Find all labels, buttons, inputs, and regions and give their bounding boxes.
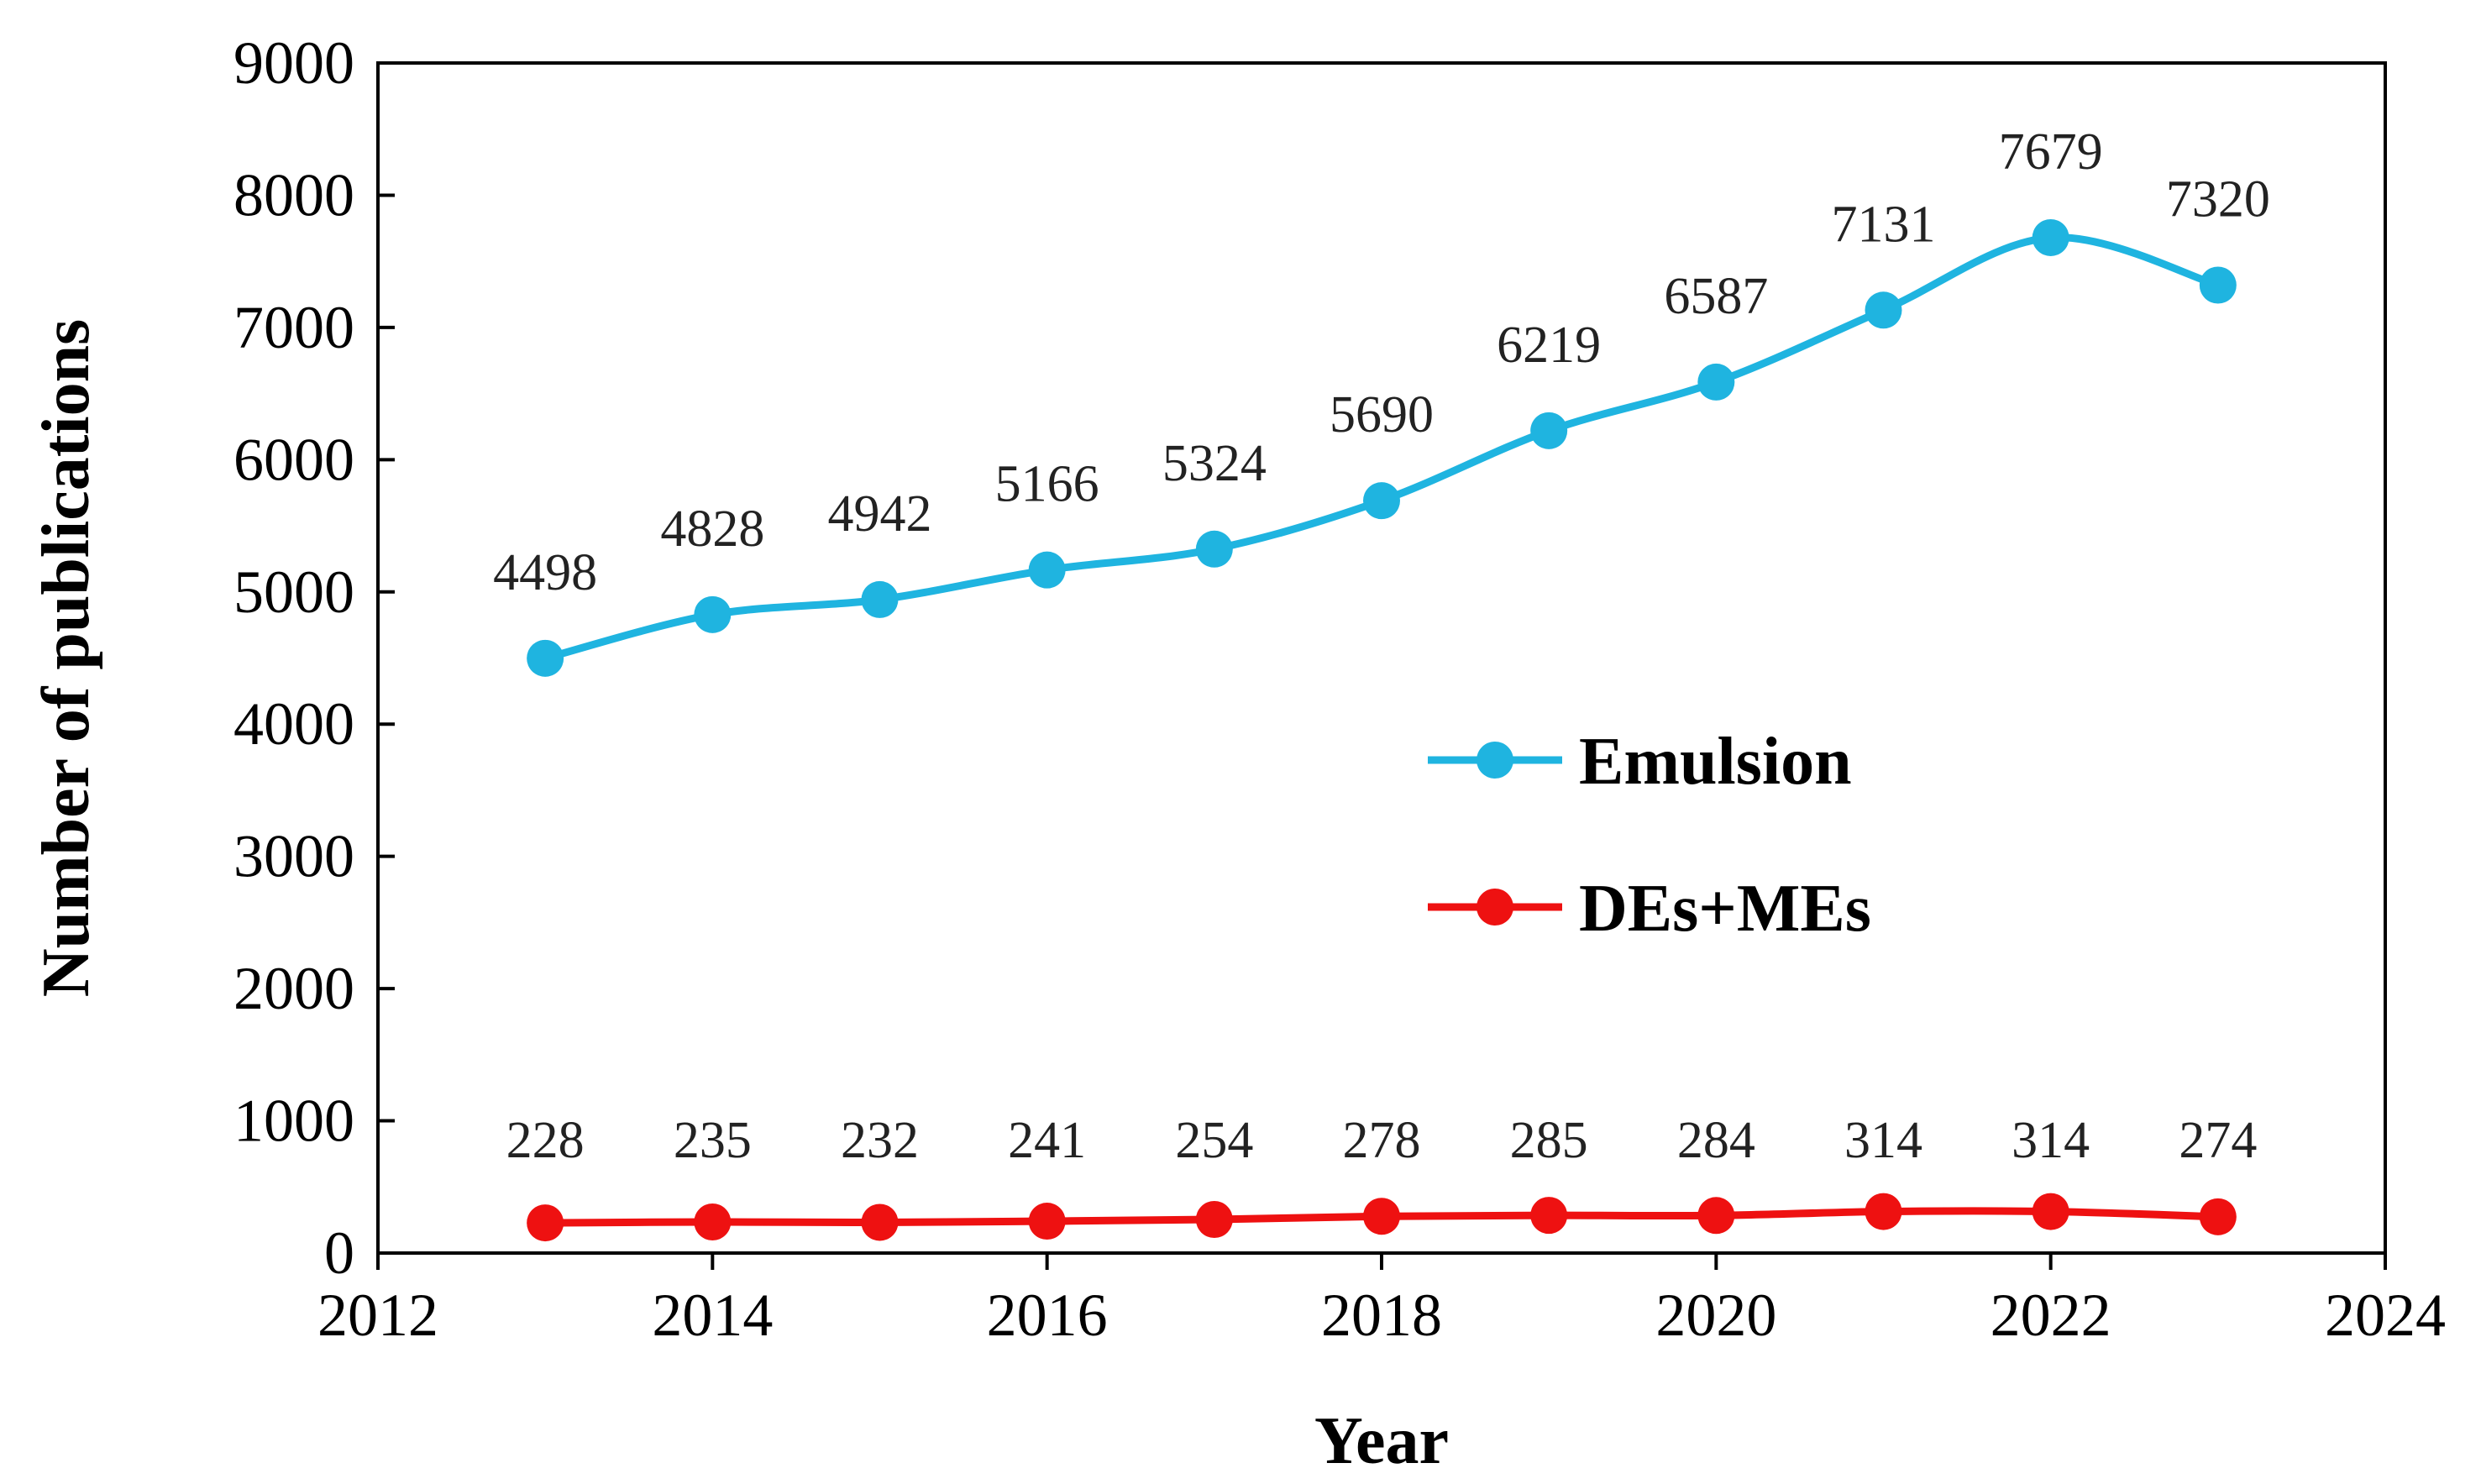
- data-label-emulsion: 4498: [493, 544, 597, 601]
- data-label-des-mes: 235: [674, 1112, 752, 1169]
- axes: 0 1000 2000 3000 4000 5000 6000 7000 8000 9000 201…: [233, 29, 2446, 1349]
- x-tick-label: 2024: [2325, 1282, 2446, 1349]
- y-tick-label: 7000: [233, 294, 354, 361]
- data-point-des-mes: [2199, 1198, 2237, 1235]
- data-label-des-mes: 285: [1510, 1112, 1588, 1169]
- data-label-des-mes: 241: [1008, 1112, 1086, 1169]
- data-labels: 4498 4828 4942 5166 5324 5690 6219 6587 7131 7679…: [493, 123, 2270, 1169]
- data-label-emulsion: 4828: [660, 501, 764, 558]
- data-point-des-mes: [694, 1203, 732, 1241]
- y-tick-label: 6000: [233, 426, 354, 493]
- data-label-emulsion: 7131: [1832, 196, 1936, 253]
- data-label-des-mes: 284: [1677, 1112, 1755, 1169]
- y-tick-label: 2000: [233, 955, 354, 1022]
- y-tick-label: 3000: [233, 823, 354, 890]
- y-tick-label: 5000: [233, 558, 354, 626]
- data-point-emulsion: [1697, 363, 1735, 401]
- data-point-emulsion: [527, 639, 564, 677]
- x-tick-label: 2020: [1655, 1282, 1776, 1349]
- data-label-emulsion: 4942: [828, 485, 932, 543]
- data-point-emulsion: [2199, 266, 2237, 304]
- data-point-des-mes: [1195, 1201, 1233, 1239]
- series-line-emulsion: [544, 233, 2220, 663]
- data-label-emulsion: 6219: [1497, 317, 1601, 374]
- data-label-des-mes: 278: [1343, 1112, 1421, 1169]
- data-point-des-mes: [527, 1204, 564, 1242]
- y-tick-label: 8000: [233, 161, 354, 228]
- x-tick-label: 2016: [987, 1282, 1108, 1349]
- data-label-emulsion: 5690: [1330, 386, 1434, 443]
- x-tick-label: 2012: [317, 1282, 438, 1349]
- data-point-des-mes: [1697, 1197, 1735, 1235]
- data-label-emulsion: 7320: [2166, 171, 2270, 228]
- data-point-emulsion: [694, 595, 732, 633]
- data-label-des-mes: 274: [2179, 1112, 2257, 1169]
- data-label-emulsion: 6587: [1664, 268, 1768, 325]
- data-label-des-mes: 228: [506, 1112, 585, 1169]
- data-point-emulsion: [1195, 530, 1233, 568]
- legend-marker-des-mes: [1477, 889, 1513, 926]
- data-point-des-mes: [1530, 1197, 1568, 1235]
- x-tick-label: 2018: [1321, 1282, 1442, 1349]
- data-label-des-mes: 314: [1844, 1112, 1922, 1169]
- data-label-emulsion: 5324: [1162, 435, 1267, 492]
- data-point-emulsion: [1028, 551, 1066, 589]
- data-point-des-mes: [2032, 1193, 2069, 1230]
- series-lines: [527, 218, 2237, 1242]
- data-label-emulsion: 7679: [1999, 123, 2103, 181]
- legend-marker-emulsion: [1477, 742, 1513, 779]
- legend-label-emulsion: Emulsion: [1579, 725, 1852, 799]
- data-point-des-mes: [861, 1203, 899, 1241]
- data-point-emulsion: [861, 580, 899, 618]
- x-tick-label: 2014: [652, 1282, 773, 1349]
- data-label-emulsion: 5166: [995, 456, 1099, 513]
- data-point-emulsion: [1530, 412, 1568, 449]
- x-tick-label: 2022: [1991, 1282, 2111, 1349]
- data-point-emulsion: [1865, 291, 1902, 329]
- data-point-emulsion: [1363, 482, 1400, 520]
- data-point-emulsion: [2032, 218, 2069, 256]
- y-tick-label: 0: [324, 1219, 354, 1287]
- data-label-des-mes: 254: [1175, 1112, 1253, 1169]
- data-label-des-mes: 314: [2012, 1112, 2090, 1169]
- x-axis-title: Year: [1314, 1404, 1449, 1478]
- y-tick-label: 1000: [233, 1088, 354, 1155]
- y-tick-label: 4000: [233, 690, 354, 758]
- y-tick-label: 9000: [233, 29, 354, 97]
- data-point-des-mes: [1028, 1203, 1066, 1240]
- legend: Emulsion DEs+MEs: [1428, 725, 1871, 946]
- y-axis-title: Number of publications: [29, 319, 103, 998]
- data-label-des-mes: 232: [841, 1112, 919, 1169]
- data-point-des-mes: [1865, 1193, 1902, 1230]
- data-point-des-mes: [1363, 1198, 1400, 1235]
- legend-label-des-mes: DEs+MEs: [1579, 872, 1871, 946]
